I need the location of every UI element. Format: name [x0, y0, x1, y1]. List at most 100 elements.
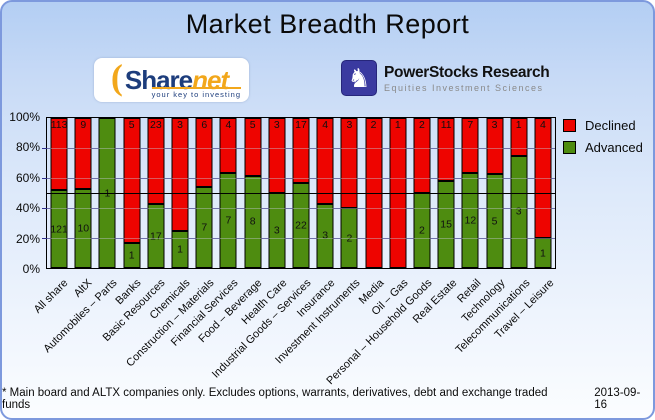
advanced-value-label: 15	[440, 218, 452, 231]
bar-column: 17 22	[289, 118, 313, 268]
advanced-value-label: 121	[50, 222, 68, 235]
bar-segment-advanced	[50, 190, 68, 268]
advanced-value-label: 2	[346, 231, 353, 244]
advanced-value-label: 10	[77, 222, 90, 235]
bar-segment-advanced	[219, 172, 237, 268]
bar-column: 11 15	[434, 118, 458, 268]
sharenet-wordmark-net: net	[192, 64, 229, 95]
bar-column: 113 121	[47, 118, 71, 268]
bar-segment-declined	[244, 118, 262, 176]
bar-segment-declined	[437, 118, 455, 182]
advanced-swatch-icon	[563, 141, 576, 154]
bar-segment-declined	[50, 118, 68, 191]
declined-swatch-icon	[563, 119, 576, 132]
stacked-bar: 23 17	[147, 118, 165, 268]
declined-value-label: 7	[467, 119, 474, 131]
bar-segment-declined	[219, 118, 237, 173]
advanced-value-label: 2	[419, 224, 425, 237]
bar-segment-advanced	[74, 189, 92, 268]
declined-value-label: 6	[201, 119, 208, 131]
advanced-value-label: 3	[322, 229, 329, 242]
advanced-value-label: 5	[491, 214, 498, 227]
bar-segment-declined	[316, 118, 334, 204]
declined-value-label: 9	[80, 119, 87, 131]
bar-segment-declined	[147, 118, 165, 205]
sharenet-wordmark-share: Share	[124, 64, 193, 95]
advanced-value-label: 7	[201, 221, 208, 234]
advanced-value-label: 8	[249, 215, 256, 228]
bar-segment-declined	[510, 118, 528, 156]
bar-segment-advanced	[195, 187, 213, 268]
advanced-value-label: 22	[295, 219, 307, 232]
bar-column: 7 12	[458, 118, 482, 268]
bar-segment-declined	[413, 118, 431, 193]
declined-value-label: 4	[225, 119, 232, 131]
bar-column: 9 10	[71, 118, 95, 268]
bar-segment-advanced	[147, 204, 165, 268]
declined-value-label: 1	[515, 119, 522, 131]
powerstocks-logo: ♞ PowerStocks Research Equities Investme…	[341, 60, 550, 96]
bar-segment-declined	[340, 118, 358, 208]
y-axis-tick-label: 40%	[15, 201, 40, 216]
bar-column: 23 17	[144, 118, 168, 268]
bar-segment-declined	[461, 118, 479, 174]
stacked-bar: 7 12	[461, 118, 479, 268]
bar-segment-advanced	[437, 181, 455, 268]
gridline-overlay	[47, 208, 555, 209]
gridline-overlay	[47, 238, 555, 239]
market-breadth-chart: 0%20%40%60%80%100% 113121910151231731674…	[2, 102, 653, 392]
page-title: Market Breadth Report	[185, 9, 470, 39]
bar-segment-advanced	[510, 155, 528, 268]
gridline-overlay	[47, 148, 555, 149]
powerstocks-title: PowerStocks Research	[384, 63, 550, 81]
advanced-value-label: 1	[96, 188, 119, 199]
advanced-value-label: 17	[150, 229, 162, 242]
knight-chess-icon: ♞	[341, 60, 377, 96]
y-axis-tick-label: 100%	[9, 110, 40, 124]
declined-value-label: 17	[295, 119, 307, 131]
bar-segment-advanced	[244, 175, 262, 268]
bar-segment-advanced	[292, 183, 310, 268]
y-axis-tick-label: 80%	[15, 140, 40, 155]
advanced-value-label: 1	[128, 249, 135, 262]
declined-value-label: 1	[394, 119, 401, 131]
y-axis-tick-label: 20%	[15, 231, 40, 246]
bar-segment-declined	[123, 118, 141, 243]
bar-segment-advanced	[171, 230, 189, 268]
bar-segment-advanced	[123, 243, 141, 268]
bar-segment-advanced	[486, 174, 504, 268]
advanced-value-label: 1	[177, 243, 183, 255]
bar-segment-declined	[74, 118, 92, 190]
stacked-bar: 9 10	[74, 118, 92, 268]
declined-value-label: 4	[539, 119, 546, 131]
powerstocks-subtitle: Equities Investment Sciences	[384, 82, 544, 93]
declined-value-label: 2	[370, 119, 377, 131]
gridline-overlay	[47, 178, 555, 179]
stacked-bar: 17 22	[292, 118, 310, 268]
declined-value-label: 113	[50, 119, 68, 131]
chart-legend: Declined Advanced	[563, 118, 643, 162]
declined-value-label: 4	[322, 119, 329, 131]
sharenet-tagline: your key to investing	[151, 87, 241, 99]
declined-value-label: 3	[491, 119, 498, 131]
y-axis-tick-label: 60%	[15, 170, 40, 185]
footer-note: * Main board and ALTX companies only. Ex…	[2, 387, 548, 411]
declined-value-label: 3	[273, 119, 280, 131]
declined-value-label: 2	[419, 119, 425, 131]
bar-segment-advanced	[534, 238, 552, 268]
